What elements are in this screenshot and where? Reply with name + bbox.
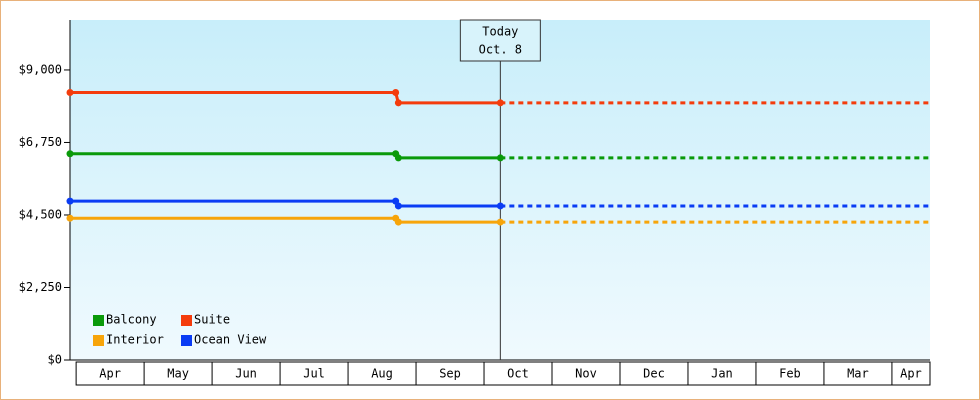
x-tick-label: Jul: [303, 367, 325, 381]
x-tick-label: Apr: [900, 367, 922, 381]
point: [394, 202, 402, 210]
legend-label: Balcony: [106, 313, 157, 327]
legend-swatch: [93, 335, 104, 346]
x-tick-label: Aug: [371, 367, 393, 381]
today-label: Today: [482, 25, 518, 39]
x-tick-label: Apr: [99, 367, 121, 381]
point: [66, 89, 74, 97]
x-tick-label: Feb: [779, 367, 801, 381]
x-tick-label: Oct: [507, 367, 529, 381]
x-tick-label: Sep: [439, 367, 461, 381]
point: [66, 214, 74, 222]
legend-label: Interior: [106, 333, 164, 347]
series-line: [70, 91, 501, 105]
x-tick-label: Mar: [847, 367, 869, 381]
point: [394, 218, 402, 226]
today-box: [459, 19, 541, 62]
point: [394, 99, 402, 107]
point: [496, 218, 504, 226]
point: [392, 89, 400, 97]
today-label: Oct. 8: [479, 43, 522, 57]
y-tick-label: $9,000: [19, 62, 62, 76]
legend-swatch: [181, 335, 192, 346]
point: [66, 197, 74, 205]
point: [496, 202, 504, 210]
legend-label: Suite: [194, 313, 230, 327]
y-tick-label: $4,500: [19, 207, 62, 221]
x-tick-label: May: [167, 367, 189, 381]
legend-label: Ocean View: [194, 333, 267, 347]
y-tick-label: $0: [48, 353, 62, 367]
legend-swatch: [181, 315, 192, 326]
x-tick-label: Jan: [711, 367, 733, 381]
x-tick-label: Jun: [235, 367, 257, 381]
y-tick-label: $2,250: [19, 280, 62, 294]
point: [66, 150, 74, 158]
legend-swatch: [93, 315, 104, 326]
x-axis-strip: [75, 361, 931, 386]
y-tick-label: $6,750: [19, 135, 62, 149]
point: [394, 154, 402, 162]
point: [496, 99, 504, 107]
x-tick-label: Dec: [643, 367, 665, 381]
x-tick-label: Nov: [575, 367, 597, 381]
point: [496, 154, 504, 162]
